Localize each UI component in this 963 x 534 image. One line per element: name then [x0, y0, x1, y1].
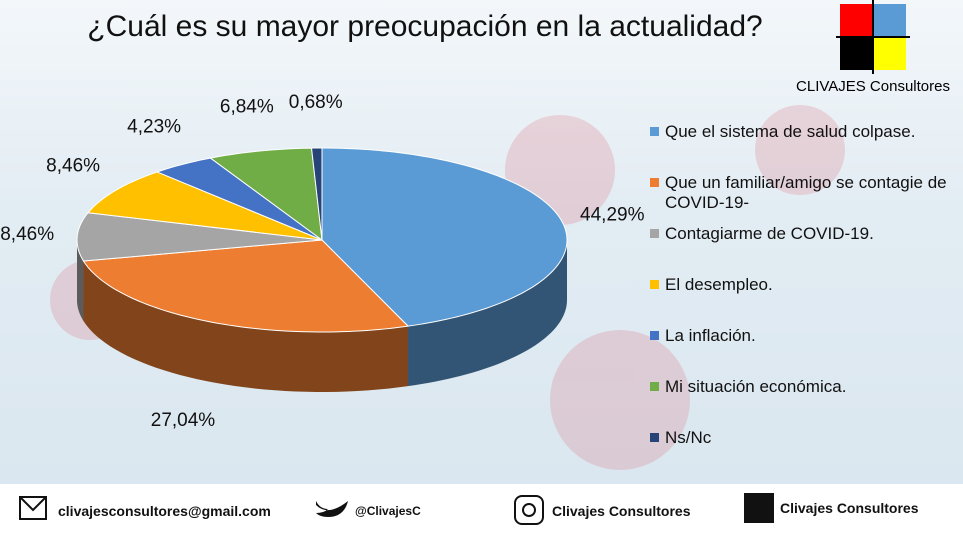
slice — [82, 239, 410, 333]
pie-tops — [76, 147, 568, 333]
footer-icons — [19, 493, 774, 525]
legend-item: El desempleo. — [650, 275, 950, 295]
legend-swatch — [650, 331, 659, 340]
legend-swatch — [650, 433, 659, 442]
slice — [209, 147, 323, 242]
footer-facebook: Clivajes Consultores — [780, 499, 919, 516]
slice — [321, 147, 568, 327]
data-label: 44,29% — [580, 205, 645, 226]
slice-side — [77, 240, 84, 322]
legend-label: Que un familiar/amigo se contagie de COV… — [665, 173, 947, 212]
legend-swatch — [650, 127, 659, 136]
legend-label: El desempleo. — [665, 275, 773, 294]
slice — [76, 212, 323, 262]
pie-sides — [77, 240, 567, 392]
data-label: 27,04% — [151, 410, 216, 431]
legend-label: Ns/Nc — [665, 428, 712, 447]
footer-email: clivajesconsultores@gmail.com — [58, 502, 271, 519]
data-label: 8,46% — [0, 224, 54, 245]
logo — [836, 0, 910, 74]
legend-swatch — [650, 178, 659, 187]
data-label: 0,68% — [289, 92, 343, 113]
legend-item: Mi situación económica. — [650, 377, 950, 397]
slice — [310, 147, 323, 241]
legend-swatch — [650, 229, 659, 238]
legend-label: Mi situación económica. — [665, 377, 847, 396]
data-label: 6,84% — [220, 97, 274, 118]
data-label: 8,46% — [46, 155, 100, 176]
legend-label: La inflación. — [665, 326, 756, 345]
legend-swatch — [650, 280, 659, 289]
footer-band — [0, 484, 963, 534]
slice — [87, 171, 323, 241]
slice-side — [408, 240, 567, 387]
legend-label: Contagiarme de COVID-19. — [665, 224, 874, 243]
brand: CLIVAJES Consultores — [796, 78, 950, 95]
legend-label: Que el sistema de salud colpase. — [665, 122, 916, 141]
slice-side — [83, 261, 409, 392]
legend-item: Ns/Nc — [650, 428, 950, 448]
legend-item: La inflación. — [650, 326, 950, 346]
slice — [155, 157, 323, 241]
legend-item: Contagiarme de COVID-19. — [650, 224, 950, 244]
chart-title: ¿Cuál es su mayor preocupación en la act… — [87, 10, 762, 43]
footer-twitter: @ClivajesC — [355, 503, 421, 518]
legend-item: Que el sistema de salud colpase. — [650, 122, 950, 142]
data-label: 4,23% — [127, 116, 181, 137]
footer-instagram: Clivajes Consultores — [552, 502, 691, 519]
legend-item: Que un familiar/amigo se contagie de COV… — [650, 173, 950, 213]
legend-swatch — [650, 382, 659, 391]
